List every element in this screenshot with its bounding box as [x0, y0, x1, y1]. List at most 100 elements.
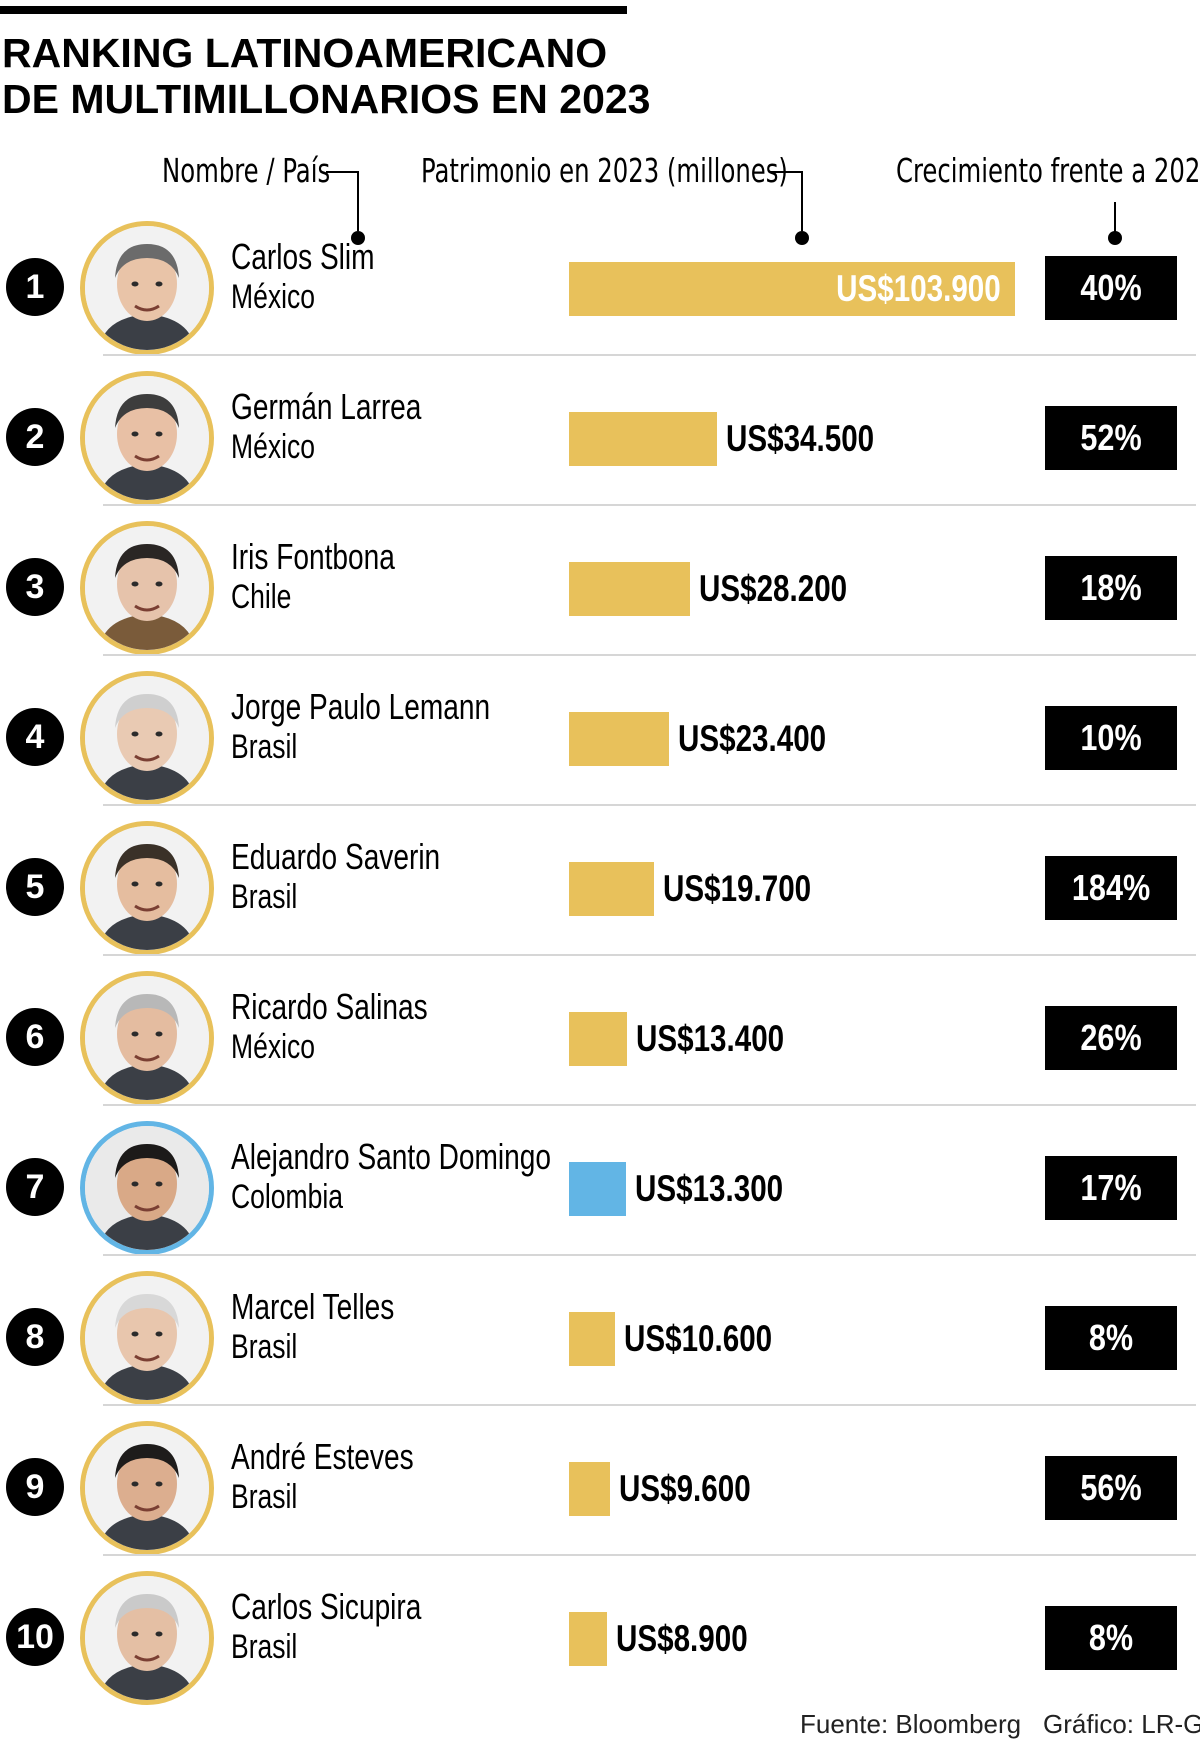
- person-country: Brasil: [231, 728, 298, 766]
- worth-label: US$19.700: [663, 868, 812, 909]
- worth-bar: [569, 862, 654, 916]
- rank-badge: 5: [6, 858, 64, 916]
- growth-badge: 184%: [1045, 856, 1177, 920]
- worth-bar: [569, 1012, 627, 1066]
- avatar: [80, 971, 214, 1105]
- growth-value: 8%: [1088, 1317, 1134, 1358]
- person-name: Iris Fontbona: [231, 536, 395, 577]
- portrait-alejandro-santo-domingo-icon: [85, 1126, 209, 1250]
- growth-value: 26%: [1080, 1017, 1142, 1058]
- person-country: Chile: [231, 578, 292, 616]
- row-divider: [103, 654, 1196, 656]
- rank-badge: 1: [6, 258, 64, 316]
- avatar: [80, 671, 214, 805]
- worth-label: US$13.300: [635, 1168, 784, 1209]
- person-country: Brasil: [231, 1328, 298, 1366]
- avatar: [80, 1571, 214, 1705]
- person-name: Eduardo Saverin: [231, 836, 441, 877]
- column-header-growth: Crecimiento frente a 2022: [896, 151, 1200, 190]
- growth-leader-dot: [1108, 231, 1122, 245]
- growth-value: 8%: [1088, 1617, 1134, 1658]
- portrait-eduardo-saverin-icon: [85, 826, 209, 950]
- portrait-carlos-slim-icon: [85, 226, 209, 350]
- growth-badge: 10%: [1045, 706, 1177, 770]
- person-country: México: [231, 1028, 316, 1066]
- row-divider: [103, 804, 1196, 806]
- growth-value: 18%: [1080, 567, 1142, 608]
- ranking-row: 6 Ricardo Salinas México US$13.400 26%: [0, 956, 1200, 1106]
- avatar: [80, 821, 214, 955]
- worth-bar: [569, 412, 717, 466]
- worth-bar: [569, 562, 690, 616]
- rank-badge: 7: [6, 1158, 64, 1216]
- worth-leader-dot: [795, 231, 809, 245]
- person-country: Brasil: [231, 878, 298, 916]
- growth-value: 52%: [1080, 417, 1142, 458]
- person-name: Carlos Slim: [231, 236, 375, 277]
- person-country: México: [231, 278, 316, 316]
- worth-bar: [569, 712, 669, 766]
- rank-badge: 6: [6, 1008, 64, 1066]
- ranking-row: 3 Iris Fontbona Chile US$28.200 18%: [0, 506, 1200, 656]
- worth-bar: [569, 1462, 610, 1516]
- ranking-row: 2 Germán Larrea México US$34.500 52%: [0, 356, 1200, 506]
- ranking-row: 1 Carlos Slim México US$103.900 40%: [0, 206, 1200, 356]
- growth-value: 40%: [1080, 267, 1142, 308]
- worth-label: US$10.600: [624, 1318, 773, 1359]
- growth-leader-vertical: [1114, 202, 1116, 232]
- person-name: André Esteves: [231, 1436, 414, 1477]
- title-line-1: RANKING LATINOAMERICANO: [2, 30, 608, 76]
- worth-label: US$23.400: [678, 718, 827, 759]
- column-header-name: Nombre / País: [162, 151, 331, 190]
- rank-badge: 9: [6, 1458, 64, 1516]
- row-divider: [103, 504, 1196, 506]
- person-country: México: [231, 428, 316, 466]
- growth-badge: 18%: [1045, 556, 1177, 620]
- worth-label: US$28.200: [699, 568, 848, 609]
- growth-value: 17%: [1080, 1167, 1142, 1208]
- person-name: Carlos Sicupira: [231, 1586, 422, 1627]
- portrait-iris-fontbona-icon: [85, 526, 209, 650]
- column-header-worth: Patrimonio en 2023 (millones): [421, 151, 788, 190]
- name-leader-dot: [351, 231, 365, 245]
- growth-value: 56%: [1080, 1467, 1142, 1508]
- row-divider: [103, 1554, 1196, 1556]
- portrait-ricardo-salinas-icon: [85, 976, 209, 1100]
- row-divider: [103, 954, 1196, 956]
- ranking-row: 10 Carlos Sicupira Brasil US$8.900 8%: [0, 1556, 1200, 1706]
- growth-badge: 40%: [1045, 256, 1177, 320]
- growth-value: 184%: [1071, 867, 1151, 908]
- worth-label: US$103.900: [836, 268, 1001, 309]
- person-name: Alejandro Santo Domingo: [231, 1136, 552, 1177]
- worth-bar: [569, 1162, 626, 1216]
- ranking-row: 4 Jorge Paulo Lemann Brasil US$23.400 10%: [0, 656, 1200, 806]
- rank-badge: 2: [6, 408, 64, 466]
- worth-label: US$9.600: [619, 1468, 751, 1509]
- worth-bar: [569, 1312, 615, 1366]
- page-title: RANKING LATINOAMERICANO DE MULTIMILLONAR…: [2, 30, 650, 122]
- row-divider: [103, 1404, 1196, 1406]
- portrait-german-larrea-icon: [85, 376, 209, 500]
- row-divider: [103, 1254, 1196, 1256]
- growth-badge: 56%: [1045, 1456, 1177, 1520]
- person-name: Jorge Paulo Lemann: [231, 686, 491, 727]
- row-divider: [103, 354, 1196, 356]
- growth-badge: 8%: [1045, 1606, 1177, 1670]
- row-divider: [103, 1104, 1196, 1106]
- person-country: Colombia: [231, 1178, 344, 1216]
- ranking-row: 8 Marcel Telles Brasil US$10.600 8%: [0, 1256, 1200, 1406]
- title-line-2: DE MULTIMILLONARIOS EN 2023: [2, 76, 651, 122]
- person-country: Brasil: [231, 1478, 298, 1516]
- avatar: [80, 1121, 214, 1255]
- avatar: [80, 371, 214, 505]
- portrait-andre-esteves-icon: [85, 1426, 209, 1550]
- worth-label: US$8.900: [616, 1618, 748, 1659]
- person-country: Brasil: [231, 1628, 298, 1666]
- worth-label: US$34.500: [726, 418, 875, 459]
- avatar: [80, 1421, 214, 1555]
- footer-credit: Gráfico: LR-GR: [1043, 1709, 1200, 1739]
- rank-badge: 4: [6, 708, 64, 766]
- ranking-row: 5 Eduardo Saverin Brasil US$19.700 184%: [0, 806, 1200, 956]
- person-name: Ricardo Salinas: [231, 986, 428, 1027]
- avatar: [80, 1271, 214, 1405]
